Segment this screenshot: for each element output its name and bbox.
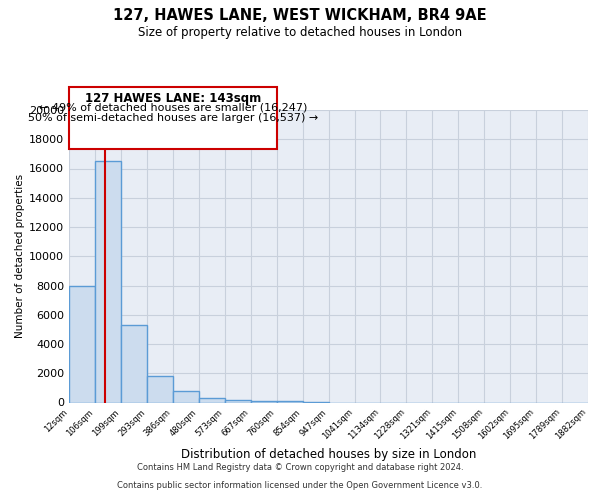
- Bar: [69, 286, 95, 403]
- Text: 127, HAWES LANE, WEST WICKHAM, BR4 9AE: 127, HAWES LANE, WEST WICKHAM, BR4 9AE: [113, 8, 487, 22]
- Text: Size of property relative to detached houses in London: Size of property relative to detached ho…: [138, 26, 462, 39]
- Bar: [251, 401, 277, 402]
- Bar: [199, 398, 224, 402]
- FancyBboxPatch shape: [69, 86, 277, 150]
- Bar: [121, 325, 147, 402]
- Bar: [147, 376, 173, 402]
- X-axis label: Distribution of detached houses by size in London: Distribution of detached houses by size …: [181, 448, 476, 462]
- Bar: [95, 161, 121, 402]
- Text: ← 49% of detached houses are smaller (16,247): ← 49% of detached houses are smaller (16…: [38, 102, 307, 113]
- Text: Contains HM Land Registry data © Crown copyright and database right 2024.: Contains HM Land Registry data © Crown c…: [137, 464, 463, 472]
- Text: 127 HAWES LANE: 143sqm: 127 HAWES LANE: 143sqm: [85, 92, 261, 106]
- Text: 50% of semi-detached houses are larger (16,537) →: 50% of semi-detached houses are larger (…: [28, 113, 318, 123]
- Bar: [173, 391, 199, 402]
- Text: Contains public sector information licensed under the Open Government Licence v3: Contains public sector information licen…: [118, 481, 482, 490]
- Bar: [224, 400, 251, 402]
- Y-axis label: Number of detached properties: Number of detached properties: [15, 174, 25, 338]
